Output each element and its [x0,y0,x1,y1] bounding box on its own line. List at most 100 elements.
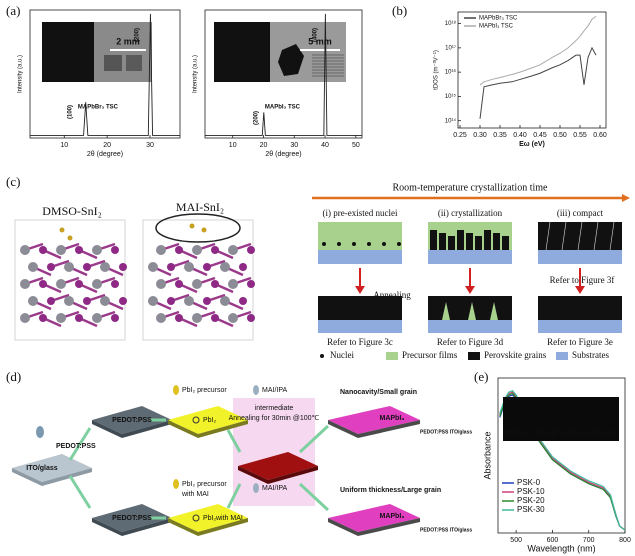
y-axis-label: tDOS (m⁻³V⁻¹) [434,50,440,90]
tin-atom [56,279,66,289]
layer-top [168,406,248,434]
inset-label: PSK-30 [594,430,618,437]
nucleus [397,242,401,246]
iodine-atom [239,263,247,271]
iodine-atom [75,280,83,288]
substrate [318,250,402,264]
data-line [479,46,597,119]
axis-frame [29,9,181,139]
tin-atom [92,313,102,323]
label: DMSO-SnI₂ [42,204,102,218]
grain [484,230,491,250]
legend-label: PSK-10 [517,487,545,496]
inset-photo [503,397,619,441]
panel-label: (e) [474,369,488,384]
x-tick-label: 0.55 [573,132,587,139]
x-tick-label: 10 [229,142,237,149]
y-tick-label: 10¹⁸ [445,20,457,27]
iodine-atom [39,314,47,322]
tin-atom [228,279,238,289]
crystal [126,55,142,71]
label: PbI₂ [203,515,217,522]
label: MAPbI₃ [379,513,404,520]
drop [253,385,259,395]
y-tick-label: 10¹⁷ [445,44,456,51]
ligand-atom [201,227,207,233]
label: (iii) compact [557,208,604,218]
x-tick-label: 0.35 [493,132,507,139]
tin-atom [192,245,202,255]
tin-atom [184,262,194,272]
nucleus [382,242,386,246]
layer-side [122,420,172,438]
iodine-atom [111,280,119,288]
layer-top [92,504,172,532]
layer-side [12,468,42,486]
label: PbI₂ [203,417,217,424]
y-axis-label: Absorbance [482,431,492,479]
substrate [318,320,402,333]
label: Refer to Figure 3c [327,337,393,347]
legend-swatch [556,352,568,360]
inset-fft [42,22,94,82]
grain-boundary [577,221,583,251]
legend-label: PSK-20 [517,496,545,505]
iodine-atom [175,246,183,254]
iodine-atom [47,297,55,305]
iodine-atom [39,246,47,254]
layer-side [198,420,248,438]
nucleus [322,242,326,246]
panel-label: (c) [6,174,20,189]
grain [430,230,437,250]
inset-fft [214,22,270,82]
unit-cell [14,219,126,341]
x-axis-label: 2θ (degree) [265,151,301,158]
iodine-atom [119,297,127,305]
layer-side [328,420,358,438]
nucleus [337,242,341,246]
label: with MAI [181,491,209,498]
label: ITO/glass [26,465,57,472]
grain [448,236,455,250]
y-tick-label: 10¹⁵ [445,93,457,100]
grain-boundary [545,221,551,251]
legend-label: MAPbI₃ TSC [479,24,514,30]
y-axis-label: Intensity (a.u.) [18,55,24,93]
tin-atom [192,279,202,289]
x-axis-label: 2θ (degree) [87,151,123,158]
label: Perovskite grains [484,350,547,360]
x-axis-label: Eω (eV) [519,141,545,148]
iodine-atom [203,297,211,305]
data-line [499,389,626,531]
iodine-atom [83,297,91,305]
iodine-atom [175,314,183,322]
tin-atom [64,296,74,306]
layer-side [42,468,92,486]
data-line [479,15,597,86]
ligand-atom [59,227,65,233]
tin-atom [28,262,38,272]
iodine-atom [111,246,119,254]
flow-arrow [226,429,242,453]
tin-atom [100,296,110,306]
tin-atom [156,245,166,255]
nucleus [367,242,371,246]
iodine-atom [247,246,255,254]
inset-photo [94,22,152,82]
label: MAPbI₃ [379,415,404,422]
label: PbI₂ precursor [182,387,227,394]
annotation: MAPbBr₃ TSC [78,105,119,111]
x-tick-label: 50 [352,142,360,149]
tin-atom [56,313,66,323]
tin-atom [156,313,166,323]
inset-label: PSK-10 [534,430,558,437]
marker [192,514,200,522]
iodine-atom [247,314,255,322]
annotation: 5 mm [308,36,332,46]
axis-frame [457,11,607,129]
axis-frame [204,9,363,139]
ligand-atom [189,223,195,229]
layer-side [122,518,172,536]
grain [457,230,464,250]
label: with MAI [215,515,243,522]
